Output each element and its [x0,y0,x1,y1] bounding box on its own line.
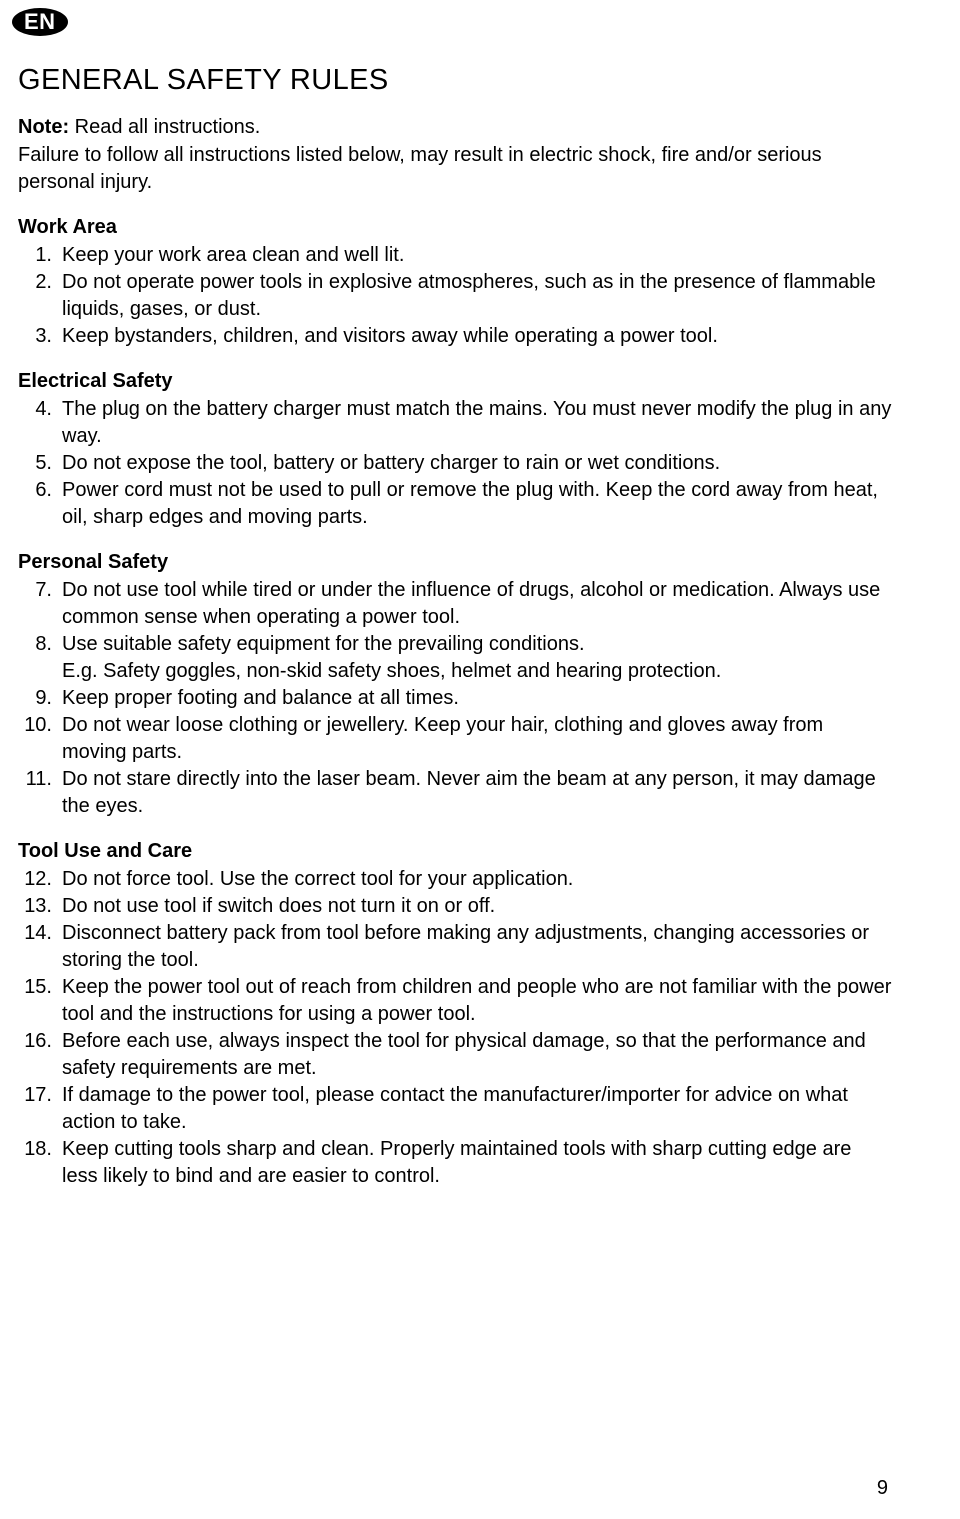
item-number: 15. [18,974,52,1001]
item-text: Keep your work area clean and well lit. [62,244,404,266]
item-number: 5. [18,450,52,477]
list-item: 11. Do not stare directly into the laser … [18,766,892,820]
list-item: 6. Power cord must not be used to pull or… [18,477,892,531]
item-number: 10. [18,712,52,739]
note-follow-text: Failure to follow all instructions liste… [18,142,892,196]
note-text: Read all instructions. [69,116,260,138]
note-label: Note: [18,116,69,138]
item-text: The plug on the battery charger must mat… [62,398,891,447]
list-item: 1. Keep your work area clean and well lit… [18,242,892,269]
item-number: 9. [18,685,52,712]
item-text: Do not expose the tool, battery or batte… [62,452,720,474]
page: EN GENERAL SAFETY RULES Note: Read all i… [18,0,892,1510]
list-item: 8. Use suitable safety equipment for the … [18,631,892,685]
item-text: Keep the power tool out of reach from ch… [62,976,891,1025]
item-number: 8. [18,631,52,658]
list-item: 14. Disconnect battery pack from tool bef… [18,920,892,974]
item-text: Do not use tool while tired or under the… [62,579,880,628]
item-number: 6. [18,477,52,504]
item-text: Do not wear loose clothing or jewellery.… [62,714,823,763]
list-item: 12. Do not force tool. Use the correct to… [18,866,892,893]
item-text: Keep bystanders, children, and visitors … [62,325,718,347]
language-badge: EN [12,8,68,36]
item-number: 12. [18,866,52,893]
list-item: 9. Keep proper footing and balance at all… [18,685,892,712]
item-number: 1. [18,242,52,269]
item-number: 4. [18,396,52,423]
list-item: 5. Do not expose the tool, battery or bat… [18,450,892,477]
item-number: 14. [18,920,52,947]
item-number: 11. [18,766,52,793]
rules-electrical-safety: 4. The plug on the battery charger must m… [18,396,892,531]
item-number: 13. [18,893,52,920]
item-number: 7. [18,577,52,604]
item-number: 17. [18,1082,52,1109]
item-text: Do not use tool if switch does not turn … [62,895,495,917]
section-heading-electrical-safety: Electrical Safety [18,368,892,395]
item-number: 2. [18,269,52,296]
item-text: Do not operate power tools in explosive … [62,271,876,320]
item-text: Before each use, always inspect the tool… [62,1030,866,1079]
list-item: 18. Keep cutting tools sharp and clean. P… [18,1136,892,1190]
item-number: 3. [18,323,52,350]
list-item: 2. Do not operate power tools in explosiv… [18,269,892,323]
item-text: Keep cutting tools sharp and clean. Prop… [62,1138,851,1187]
item-number: 18. [18,1136,52,1163]
list-item: 13. Do not use tool if switch does not tu… [18,893,892,920]
rules-tool-use-care: 12. Do not force tool. Use the correct to… [18,866,892,1190]
item-text: Do not stare directly into the laser bea… [62,768,876,817]
section-heading-work-area: Work Area [18,214,892,241]
page-number: 9 [877,1475,888,1502]
page-title: GENERAL SAFETY RULES [18,61,892,100]
rules-personal-safety: 7. Do not use tool while tired or under t… [18,577,892,820]
item-text: If damage to the power tool, please cont… [62,1084,848,1133]
list-item: 10. Do not wear loose clothing or jewelle… [18,712,892,766]
list-item: 15. Keep the power tool out of reach from… [18,974,892,1028]
item-text: Power cord must not be used to pull or r… [62,479,878,528]
rules-work-area: 1. Keep your work area clean and well lit… [18,242,892,350]
section-heading-personal-safety: Personal Safety [18,549,892,576]
list-item: 4. The plug on the battery charger must m… [18,396,892,450]
list-item: 17. If damage to the power tool, please c… [18,1082,892,1136]
item-text: Use suitable safety equipment for the pr… [62,633,721,682]
item-text: Keep proper footing and balance at all t… [62,687,459,709]
section-heading-tool-use-care: Tool Use and Care [18,838,892,865]
item-number: 16. [18,1028,52,1055]
note-line: Note: Read all instructions. [18,114,892,141]
list-item: 16. Before each use, always inspect the t… [18,1028,892,1082]
item-text: Do not force tool. Use the correct tool … [62,868,573,890]
item-text: Disconnect battery pack from tool before… [62,922,869,971]
list-item: 3. Keep bystanders, children, and visitor… [18,323,892,350]
list-item: 7. Do not use tool while tired or under t… [18,577,892,631]
